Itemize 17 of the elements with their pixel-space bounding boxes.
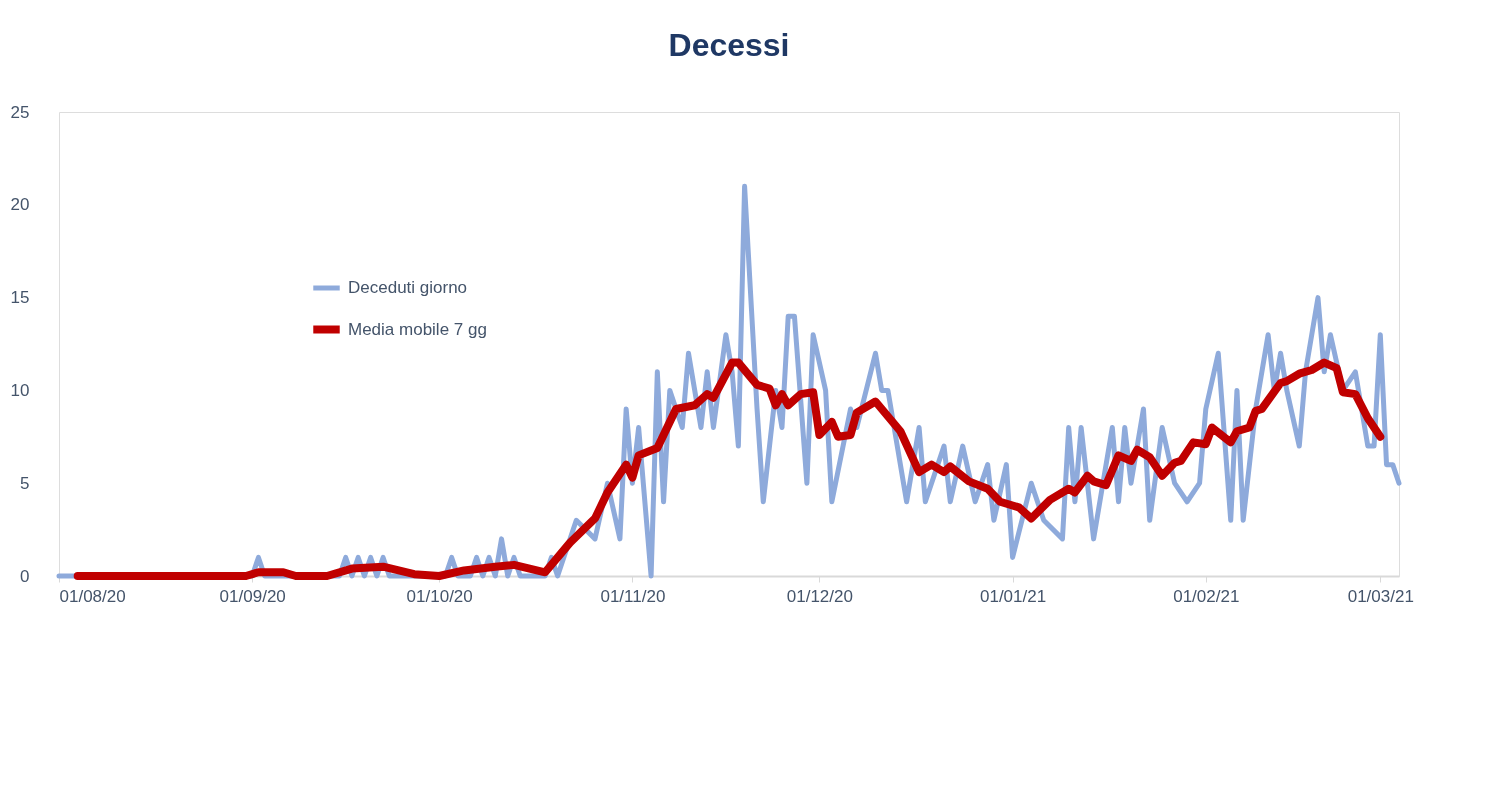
legend-label: Deceduti giorno <box>348 278 468 297</box>
x-tick-label: 01/01/21 <box>979 586 1047 606</box>
y-tick-label: 25 <box>10 102 30 122</box>
x-tick-label: 01/12/20 <box>786 586 853 606</box>
x-tick-label: 01/10/20 <box>406 586 473 606</box>
y-tick-label: 0 <box>20 566 30 586</box>
x-tick-label: 01/09/20 <box>219 586 286 606</box>
x-tick-label: 01/02/21 <box>1173 586 1240 606</box>
y-tick-label: 5 <box>20 473 30 493</box>
y-tick-label: 20 <box>10 195 30 215</box>
x-tick-label: 01/11/20 <box>600 586 666 606</box>
x-tick-label: 01/03/21 <box>1347 586 1414 606</box>
y-tick-label: 15 <box>10 288 30 308</box>
x-tick-label: 01/08/20 <box>59 586 126 606</box>
chart-title: Decessi <box>668 27 790 63</box>
legend-label: Media mobile 7 gg <box>348 319 487 339</box>
y-tick-label: 10 <box>10 380 30 400</box>
